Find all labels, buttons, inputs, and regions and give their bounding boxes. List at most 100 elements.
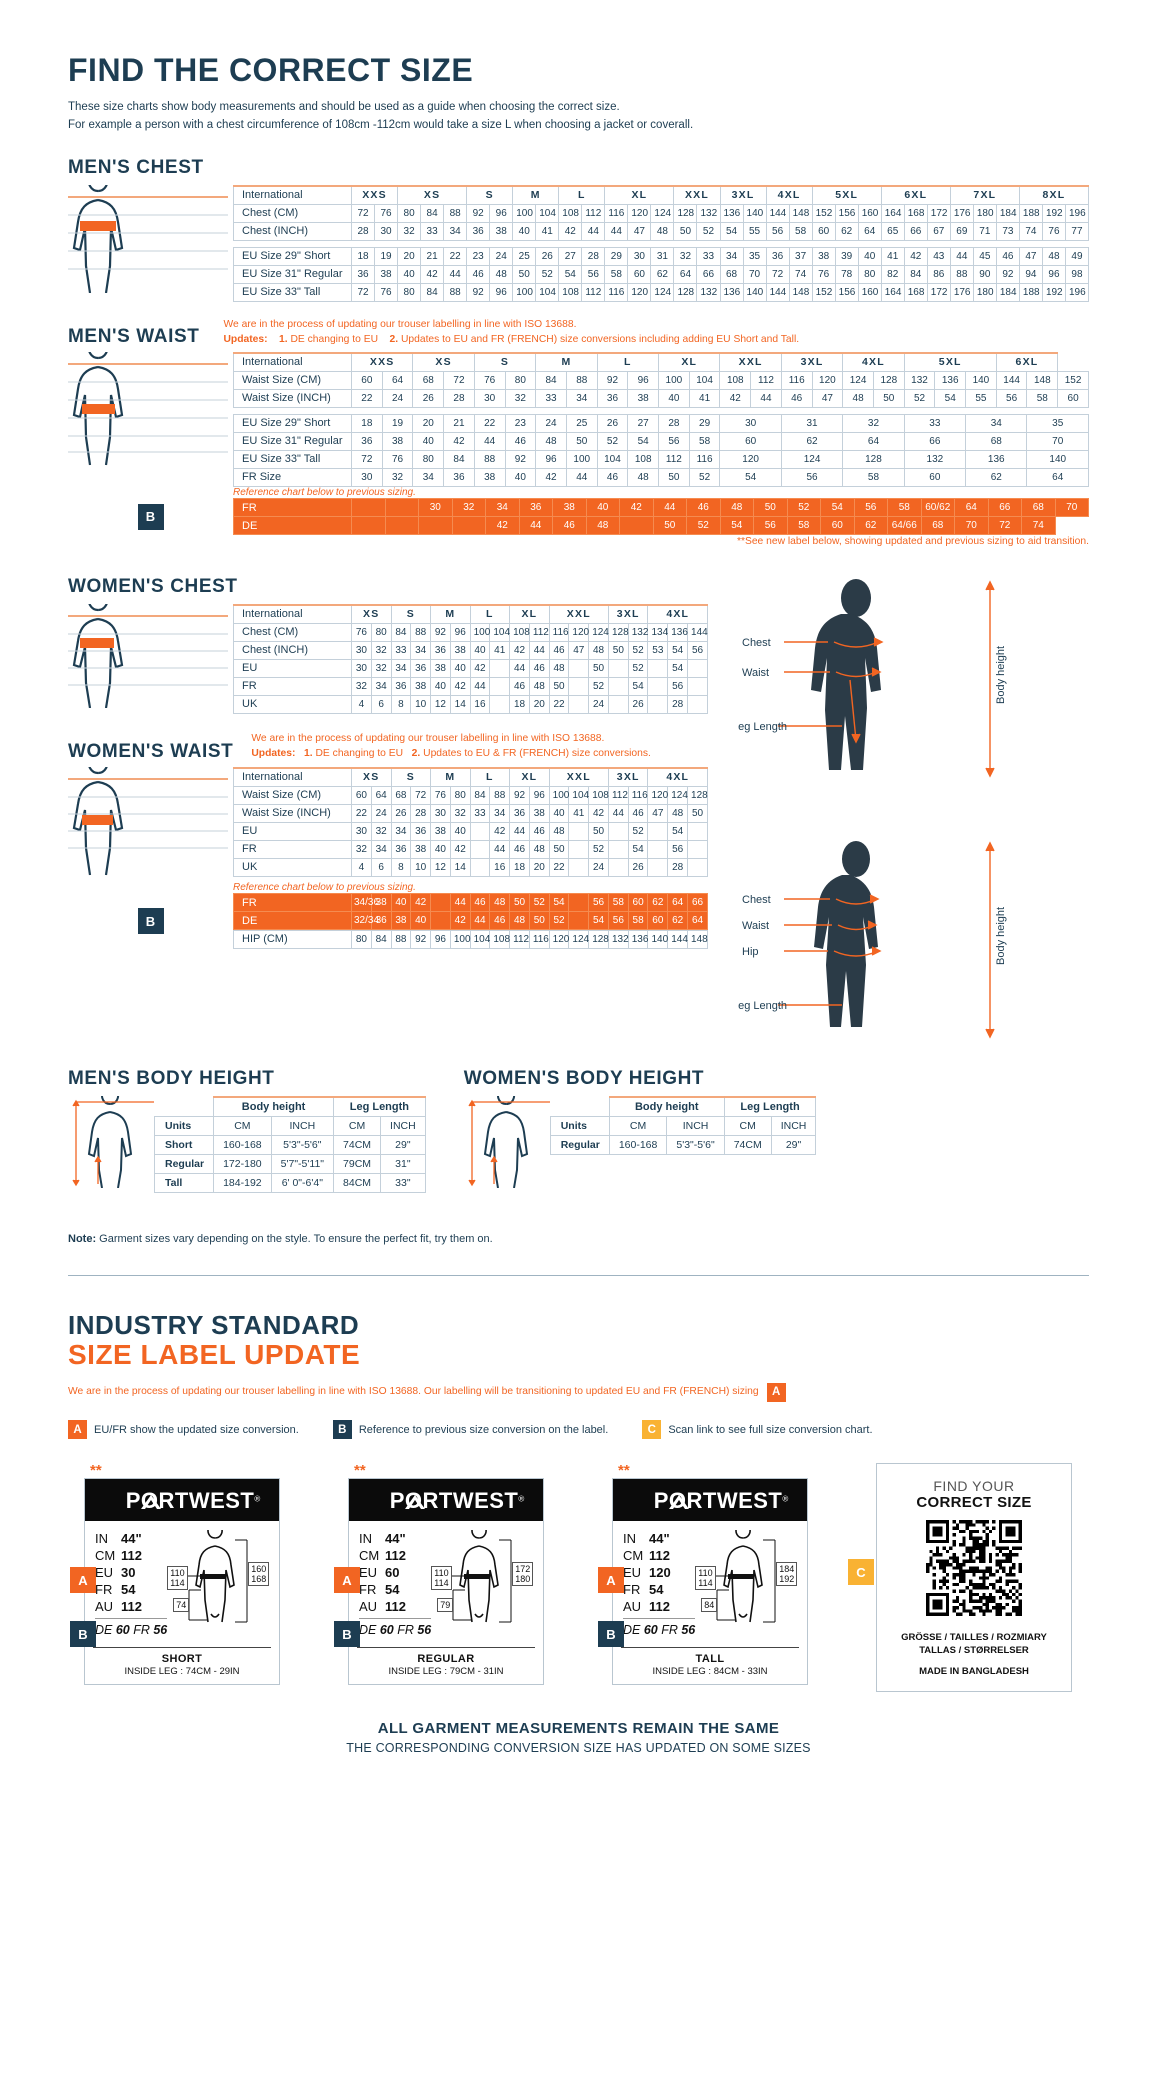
- cell: [647, 659, 669, 679]
- cell: 6: [370, 858, 392, 878]
- leg-measure-box: 84: [701, 1598, 718, 1613]
- cell: 62: [965, 468, 1028, 488]
- cell: 28: [667, 858, 689, 878]
- cell: 116: [528, 930, 550, 950]
- cell: 38: [430, 659, 451, 679]
- cell: 69: [949, 221, 974, 241]
- cell: 128: [588, 930, 609, 950]
- table-row: FR 34/36 38 40 42 44 46 48 50 52 54 56 58 60 62 64 66: [233, 893, 708, 913]
- cell: [351, 498, 386, 518]
- tag-c-icon: C: [642, 1420, 662, 1440]
- cell: 27: [558, 246, 583, 266]
- label-footer: SHORT INSIDE LEG : 74CM - 29IN: [93, 1647, 271, 1677]
- cell: 36: [466, 221, 491, 241]
- find-your-size-card[interactable]: FIND YOUR CORRECT SIZE GRÖSSE / TAILLES / …: [876, 1463, 1072, 1693]
- cell: 96: [489, 203, 514, 223]
- size-header: 4XL: [842, 352, 905, 373]
- table-row: Tall 184-192 6' 0"-6'4" 84CM 33": [153, 1173, 426, 1194]
- cell: 60: [903, 468, 967, 488]
- cell: 47: [647, 804, 669, 824]
- male-chest-label: Chest: [742, 637, 771, 649]
- cell: 148: [788, 203, 813, 223]
- cell: 32: [397, 221, 422, 241]
- womens-waist-block: International XS S M L XL XXL 3XL 4XL Waist Size …: [68, 754, 708, 882]
- cell: 53: [647, 641, 669, 661]
- cell: 88: [443, 282, 468, 302]
- cell: 152: [1057, 371, 1089, 391]
- cell: 37: [788, 246, 813, 266]
- cell: 52: [596, 432, 629, 452]
- qr-code-icon[interactable]: [926, 1520, 1022, 1617]
- brand-header: PORTWEST®: [85, 1479, 279, 1522]
- cell: 5'7"-5'11": [270, 1154, 335, 1175]
- cell: 40: [430, 840, 451, 860]
- table-row: UK 4 6 8 10 12 14 16 18 20 22 24 26 28: [233, 858, 708, 878]
- cell: 124: [780, 450, 844, 470]
- cell: 96: [449, 623, 471, 643]
- cell: 44: [652, 498, 687, 518]
- cell: 32: [449, 804, 471, 824]
- cell: 42: [449, 677, 471, 697]
- tag-a-badge: A: [334, 1567, 360, 1594]
- cell: 112: [581, 203, 606, 223]
- cell: 30: [430, 804, 451, 824]
- cell: 46: [504, 432, 537, 452]
- cell: 21: [420, 246, 445, 266]
- cell: 88: [390, 930, 412, 950]
- mens-body-height-block: MEN'S BODY HEIGHT: [68, 1068, 426, 1194]
- cell: 31: [780, 414, 844, 434]
- cell: 27: [627, 414, 660, 434]
- cell: 46: [509, 677, 530, 697]
- size-header: M: [535, 352, 598, 373]
- cell: 44: [607, 804, 629, 824]
- cell: 140: [742, 282, 767, 302]
- cell: 62: [647, 893, 669, 913]
- cell: 42: [449, 911, 471, 931]
- cell: 60: [1057, 389, 1089, 409]
- table-header-row: Body height Leg Length: [155, 1096, 426, 1118]
- cell: 36: [390, 677, 412, 697]
- cell: 112: [658, 450, 690, 470]
- womens-left-column: WOMEN'S CHEST: [68, 576, 708, 1042]
- cell: 128: [607, 623, 629, 643]
- cell: 96: [489, 282, 514, 302]
- mens-waist-figure: [68, 339, 233, 487]
- cell: 88: [565, 371, 598, 391]
- spec-key: FR: [623, 1582, 641, 1598]
- cell: 46: [627, 804, 649, 824]
- intro-line-2: For example a person with a chest circum…: [68, 118, 694, 131]
- table-header-row: Body height Leg Length: [550, 1096, 817, 1118]
- cell: 172: [926, 203, 951, 223]
- cell: 18: [350, 246, 376, 266]
- cell: 28: [443, 389, 475, 409]
- cell: 33: [903, 414, 967, 434]
- cell: 22: [351, 804, 372, 824]
- qr-sub-line-2: TALLAS / STØRRELSER: [919, 1645, 1029, 1657]
- spec-key: CM: [95, 1548, 116, 1564]
- cell: 100: [565, 450, 598, 470]
- cell: 42: [420, 264, 445, 284]
- cell: 148: [687, 930, 708, 950]
- cell: 196: [1064, 282, 1090, 302]
- cell: 46: [780, 389, 813, 409]
- cell: 76: [374, 203, 399, 223]
- cell: 108: [509, 623, 530, 643]
- cell: 50: [509, 893, 530, 913]
- cell: 22: [443, 246, 468, 266]
- cell: 148: [788, 282, 813, 302]
- cell: 92: [596, 371, 629, 391]
- male-model-figure: Chest Waist Leg Length Body height: [732, 576, 1089, 781]
- cell: 148: [1026, 371, 1059, 391]
- cell: 132: [696, 282, 721, 302]
- cell: 176: [949, 282, 974, 302]
- iso-line-women: We are in the process of updating our tr…: [251, 733, 605, 745]
- size-header: 4XL: [647, 604, 708, 625]
- cell: 108: [627, 450, 660, 470]
- cell: 44: [473, 432, 506, 452]
- cell: 48: [650, 221, 675, 241]
- size-header: M: [430, 767, 471, 788]
- cell: 72: [410, 786, 432, 806]
- cell: 54: [588, 911, 609, 931]
- cell: 38: [627, 389, 660, 409]
- cell: 80: [857, 264, 882, 284]
